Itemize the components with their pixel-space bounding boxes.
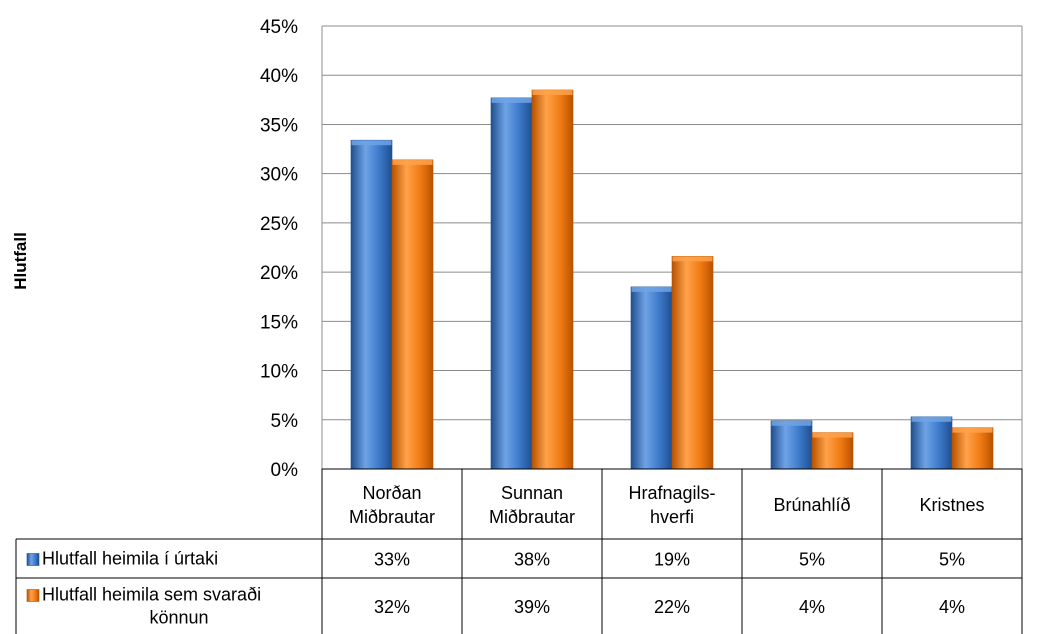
legend-key [26,553,40,566]
y-tick-label: 10% [260,362,298,383]
x-tick-label: Brúnahlíð [773,495,850,515]
bar [490,97,533,470]
data-label: 19% [654,550,690,570]
x-tick-label: Norðan Miðbrautar [349,483,435,527]
data-label: 5% [939,550,965,570]
bar-top-cap [392,159,433,165]
data-label: 39% [514,597,550,617]
bar-top-cap [771,420,812,426]
bar-top-cap [491,97,532,103]
data-label: 32% [374,597,410,617]
y-tick-label: 5% [271,411,299,432]
data-label: 22% [654,597,690,617]
legend-key [26,589,40,602]
bar [391,159,434,470]
data-table: Norðan Miðbrautar Sunnan Miðbrautar Hrafnagi… [15,468,1023,634]
y-tick-label: 0% [271,460,299,481]
bar [671,256,714,470]
bar-top-cap [532,89,573,95]
legend-label: Hlutfall heimila í úrtaki [42,549,218,569]
bar-top-cap [812,432,853,438]
bar-top-cap [351,140,392,146]
data-label: 4% [939,597,965,617]
bar [531,89,574,470]
data-label: 38% [514,550,550,570]
y-axis-ticks: 0% 5% 10% 15% 20% 25% 30% 35% 40% 45% [260,17,298,481]
bar-top-cap [672,256,713,262]
bar [770,420,813,470]
bar [350,139,393,470]
bar [811,432,854,470]
y-tick-label: 15% [260,312,298,333]
y-tick-label: 30% [260,165,298,186]
bar-top-cap [911,416,952,422]
y-tick-label: 35% [260,115,298,136]
legend-label: Hlutfall heimila sem svaraði könnun [42,585,261,628]
y-tick-label: 45% [260,17,298,38]
y-tick-label: 20% [260,263,298,284]
y-tick-label: 25% [260,214,298,235]
bar [910,416,953,470]
bar-top-cap [952,427,993,433]
y-tick-label: 40% [260,66,298,87]
x-tick-label: Hrafnagils-hverfi [628,483,715,527]
data-label: 5% [799,550,825,570]
bar [630,286,673,470]
bar-top-cap [631,286,672,292]
y-axis-label: Hlutfall [11,232,30,290]
x-tick-label: Kristnes [919,495,984,515]
x-tick-label: Sunnan Miðbrautar [489,483,575,527]
bars [350,89,994,470]
data-label: 4% [799,597,825,617]
data-label: 33% [374,550,410,570]
bar [951,427,994,470]
